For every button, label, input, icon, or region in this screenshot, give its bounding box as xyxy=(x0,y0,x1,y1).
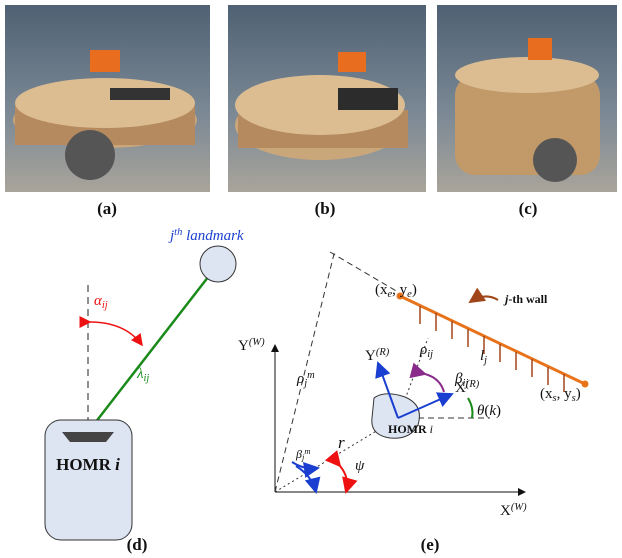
label-part: , y xyxy=(392,282,408,298)
label-part: th xyxy=(174,227,182,238)
angle-arc xyxy=(340,466,347,492)
photo-b xyxy=(228,5,426,192)
panel-label: (b) xyxy=(315,199,336,218)
label-part: Y xyxy=(365,348,376,364)
label-part: ρ xyxy=(296,371,304,387)
label-part: landmark xyxy=(182,228,244,244)
label-part: (R) xyxy=(376,347,390,358)
label: αij xyxy=(94,293,108,311)
angle-arc xyxy=(425,374,444,392)
label-part: r xyxy=(338,433,345,452)
angle-arc xyxy=(296,466,316,492)
label: (xe, ye) xyxy=(375,282,417,300)
panel-label: (e) xyxy=(421,535,440,554)
label: jth landmark xyxy=(168,227,244,244)
label-part: X xyxy=(500,503,511,519)
label: ρij xyxy=(419,342,433,360)
range-line xyxy=(88,272,212,432)
wall xyxy=(400,296,585,384)
panel-label: (a) xyxy=(97,199,117,218)
panel-label: (d) xyxy=(127,535,148,554)
label-part: m xyxy=(304,447,310,456)
diagram-d: jth landmark αij λij HOMR i xyxy=(45,227,244,540)
label-part: ψ xyxy=(355,458,365,474)
label: r xyxy=(338,433,345,452)
photo-a xyxy=(5,5,210,192)
angle-arc xyxy=(90,322,142,345)
label-part: , y xyxy=(557,386,573,402)
label: X(R) xyxy=(455,379,480,396)
pointer xyxy=(470,296,498,302)
label-part: i xyxy=(430,422,433,436)
photos xyxy=(5,5,617,192)
panel-label: (c) xyxy=(519,199,538,218)
label-part: ) xyxy=(576,386,581,402)
label-part: ij xyxy=(102,300,108,311)
angle-arc xyxy=(292,462,318,468)
label-part: m xyxy=(307,370,315,381)
label-part: Y xyxy=(238,338,249,354)
label-part: (R) xyxy=(466,379,480,390)
label: λij xyxy=(136,366,149,384)
sensor xyxy=(62,432,114,442)
figure: (a) (b) (c) jth landmark αij λij HOMR i … xyxy=(0,0,622,558)
label-part: HOMR xyxy=(388,422,430,436)
label-part: (W) xyxy=(249,337,265,348)
angle-arc xyxy=(468,398,473,418)
photo-c xyxy=(437,5,617,192)
label: Y(R) xyxy=(365,347,390,364)
label: ρjm xyxy=(296,370,315,389)
label: ψ xyxy=(355,458,365,474)
label: lj xyxy=(480,348,487,366)
label-part: β xyxy=(295,447,302,461)
label: βjm xyxy=(295,447,310,462)
label: HOMR i xyxy=(56,455,120,474)
label-part: (W) xyxy=(511,502,527,513)
label-part: X xyxy=(455,380,466,396)
landmark xyxy=(200,246,236,282)
label-part: (x xyxy=(375,282,388,298)
label-part: HOMR xyxy=(56,455,115,474)
wall-start xyxy=(582,381,589,388)
wall-extension xyxy=(330,252,398,292)
label-part: -th wall xyxy=(508,292,548,306)
label: HOMR i xyxy=(388,422,433,436)
hatching xyxy=(420,306,564,392)
label: θ(k) xyxy=(477,403,501,419)
label-part: ij xyxy=(427,349,433,360)
label-part: ) xyxy=(496,403,501,419)
label-part: ij xyxy=(144,373,150,384)
label-part: (x xyxy=(540,386,553,402)
label: Y(W) xyxy=(238,337,265,354)
label-part: ) xyxy=(412,282,417,298)
label: (xs, ys) xyxy=(540,386,581,404)
label-part: i xyxy=(115,455,120,474)
diagram-e: (xe, ye) j-th wall (xs, ys) ρij β ij lj Y… xyxy=(238,250,589,519)
label: j-th wall xyxy=(503,292,548,306)
label-part: ρ xyxy=(419,342,427,358)
label: X(W) xyxy=(500,502,527,519)
